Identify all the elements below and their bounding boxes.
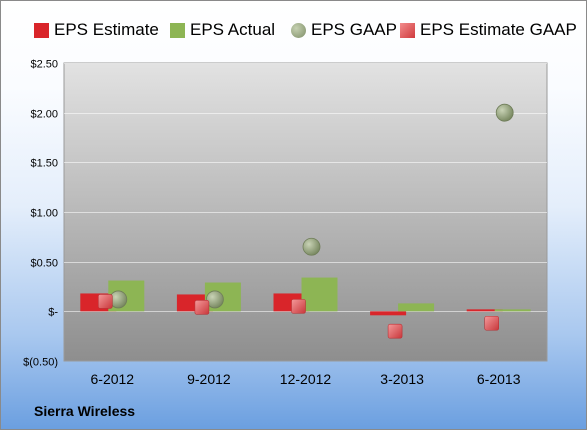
company-name: Sierra Wireless xyxy=(34,403,136,419)
x-tick-label: 3-2013 xyxy=(380,371,424,387)
legend-label-eps-estimate-gaap: EPS Estimate GAAP xyxy=(420,20,577,39)
legend-label-eps-actual: EPS Actual xyxy=(190,20,276,39)
bar-eps-estimate xyxy=(370,311,407,316)
legend-swatch-eps-estimate-gaap xyxy=(400,22,415,38)
y-tick-label: $2.50 xyxy=(30,59,58,71)
legend-item-eps-gaap: EPS GAAP xyxy=(291,18,397,42)
legend-swatch-eps-gaap xyxy=(291,22,306,38)
y-tick-label: $(0.50) xyxy=(23,357,58,369)
marker-eps-estimate-gaap xyxy=(98,294,113,309)
x-tick-label: 6-2013 xyxy=(477,371,521,387)
y-tick-label: $- xyxy=(48,307,58,319)
x-tick-label: 9-2012 xyxy=(187,371,231,387)
legend-item-eps-actual: EPS Actual xyxy=(170,18,275,42)
legend-item-eps-estimate-gaap: EPS Estimate GAAP xyxy=(400,18,577,42)
y-tick-label: $2.00 xyxy=(30,109,58,121)
y-tick-label: $0.50 xyxy=(30,258,58,270)
marker-eps-gaap xyxy=(205,290,224,309)
x-tick-label: 6-2012 xyxy=(91,371,135,387)
chart-legend: EPS Estimate EPS Actual EPS GAAP EPS Est… xyxy=(1,18,586,42)
marker-eps-estimate-gaap xyxy=(291,299,306,314)
bar-eps-actual xyxy=(301,277,338,312)
bar-eps-actual xyxy=(494,309,531,312)
legend-item-eps-estimate: EPS Estimate xyxy=(34,18,159,42)
x-tick-label: 12-2012 xyxy=(280,371,332,387)
legend-swatch-eps-actual xyxy=(170,22,185,38)
marker-eps-gaap xyxy=(495,103,514,122)
marker-eps-gaap xyxy=(302,237,321,256)
marker-eps-estimate-gaap xyxy=(387,323,403,339)
marker-eps-estimate-gaap xyxy=(194,300,210,315)
y-tick-label: $1.00 xyxy=(30,208,58,220)
legend-label-eps-gaap: EPS GAAP xyxy=(311,20,397,39)
bar-eps-estimate xyxy=(466,309,503,312)
bar-eps-actual xyxy=(398,303,435,312)
marker-eps-estimate-gaap xyxy=(484,315,500,331)
y-tick-label: $1.50 xyxy=(30,158,58,170)
legend-label-eps-estimate: EPS Estimate xyxy=(54,20,159,39)
legend-swatch-eps-estimate xyxy=(34,22,49,38)
